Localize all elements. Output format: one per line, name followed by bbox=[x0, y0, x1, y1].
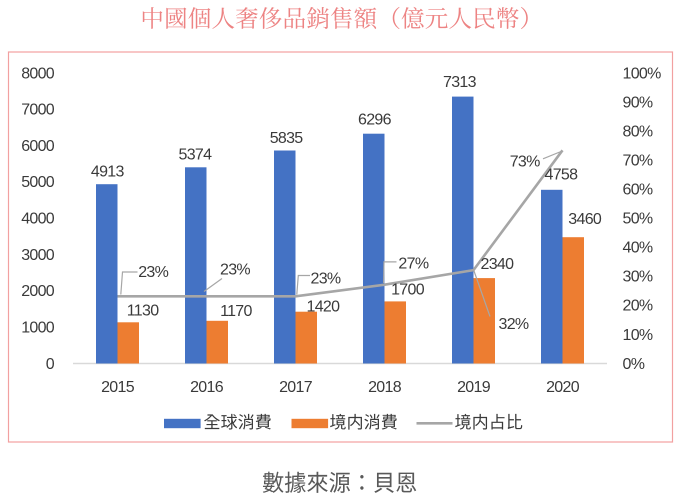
svg-text:5000: 5000 bbox=[21, 174, 55, 191]
svg-text:20%: 20% bbox=[623, 298, 653, 315]
svg-text:23%: 23% bbox=[138, 264, 168, 281]
svg-text:2000: 2000 bbox=[21, 283, 55, 300]
svg-text:6000: 6000 bbox=[21, 138, 55, 155]
svg-text:7313: 7313 bbox=[443, 74, 477, 91]
svg-text:7000: 7000 bbox=[21, 102, 55, 119]
svg-text:23%: 23% bbox=[311, 270, 341, 287]
svg-text:5835: 5835 bbox=[270, 130, 304, 147]
svg-text:27%: 27% bbox=[398, 256, 428, 273]
svg-text:50%: 50% bbox=[623, 211, 653, 228]
svg-text:70%: 70% bbox=[623, 153, 653, 170]
svg-text:2019: 2019 bbox=[457, 379, 491, 396]
svg-text:6296: 6296 bbox=[358, 111, 392, 128]
svg-text:2016: 2016 bbox=[190, 379, 224, 396]
svg-text:5374: 5374 bbox=[179, 147, 213, 164]
svg-text:1420: 1420 bbox=[307, 298, 341, 315]
svg-text:80%: 80% bbox=[623, 124, 653, 141]
svg-text:1700: 1700 bbox=[391, 282, 425, 299]
svg-text:30%: 30% bbox=[623, 269, 653, 286]
svg-text:4913: 4913 bbox=[91, 163, 125, 180]
svg-text:90%: 90% bbox=[623, 95, 653, 112]
svg-text:2018: 2018 bbox=[368, 379, 402, 396]
svg-text:23%: 23% bbox=[220, 261, 250, 278]
svg-text:32%: 32% bbox=[499, 316, 529, 333]
svg-text:10%: 10% bbox=[623, 327, 653, 344]
svg-text:4000: 4000 bbox=[21, 211, 55, 228]
svg-text:1170: 1170 bbox=[220, 303, 252, 320]
svg-text:40%: 40% bbox=[623, 240, 653, 257]
svg-text:1000: 1000 bbox=[21, 320, 55, 337]
svg-text:60%: 60% bbox=[623, 182, 653, 199]
svg-text:2340: 2340 bbox=[481, 256, 515, 273]
svg-text:1130: 1130 bbox=[127, 303, 159, 320]
svg-text:73%: 73% bbox=[510, 153, 540, 170]
svg-text:0: 0 bbox=[46, 356, 55, 373]
svg-text:0%: 0% bbox=[623, 356, 645, 373]
svg-text:2017: 2017 bbox=[279, 379, 313, 396]
svg-text:3460: 3460 bbox=[568, 211, 602, 228]
svg-text:4758: 4758 bbox=[545, 167, 579, 184]
svg-text:100%: 100% bbox=[623, 66, 662, 83]
svg-text:8000: 8000 bbox=[21, 65, 55, 82]
svg-text:2020: 2020 bbox=[546, 379, 580, 396]
svg-text:2015: 2015 bbox=[101, 379, 135, 396]
svg-text:3000: 3000 bbox=[21, 247, 55, 264]
